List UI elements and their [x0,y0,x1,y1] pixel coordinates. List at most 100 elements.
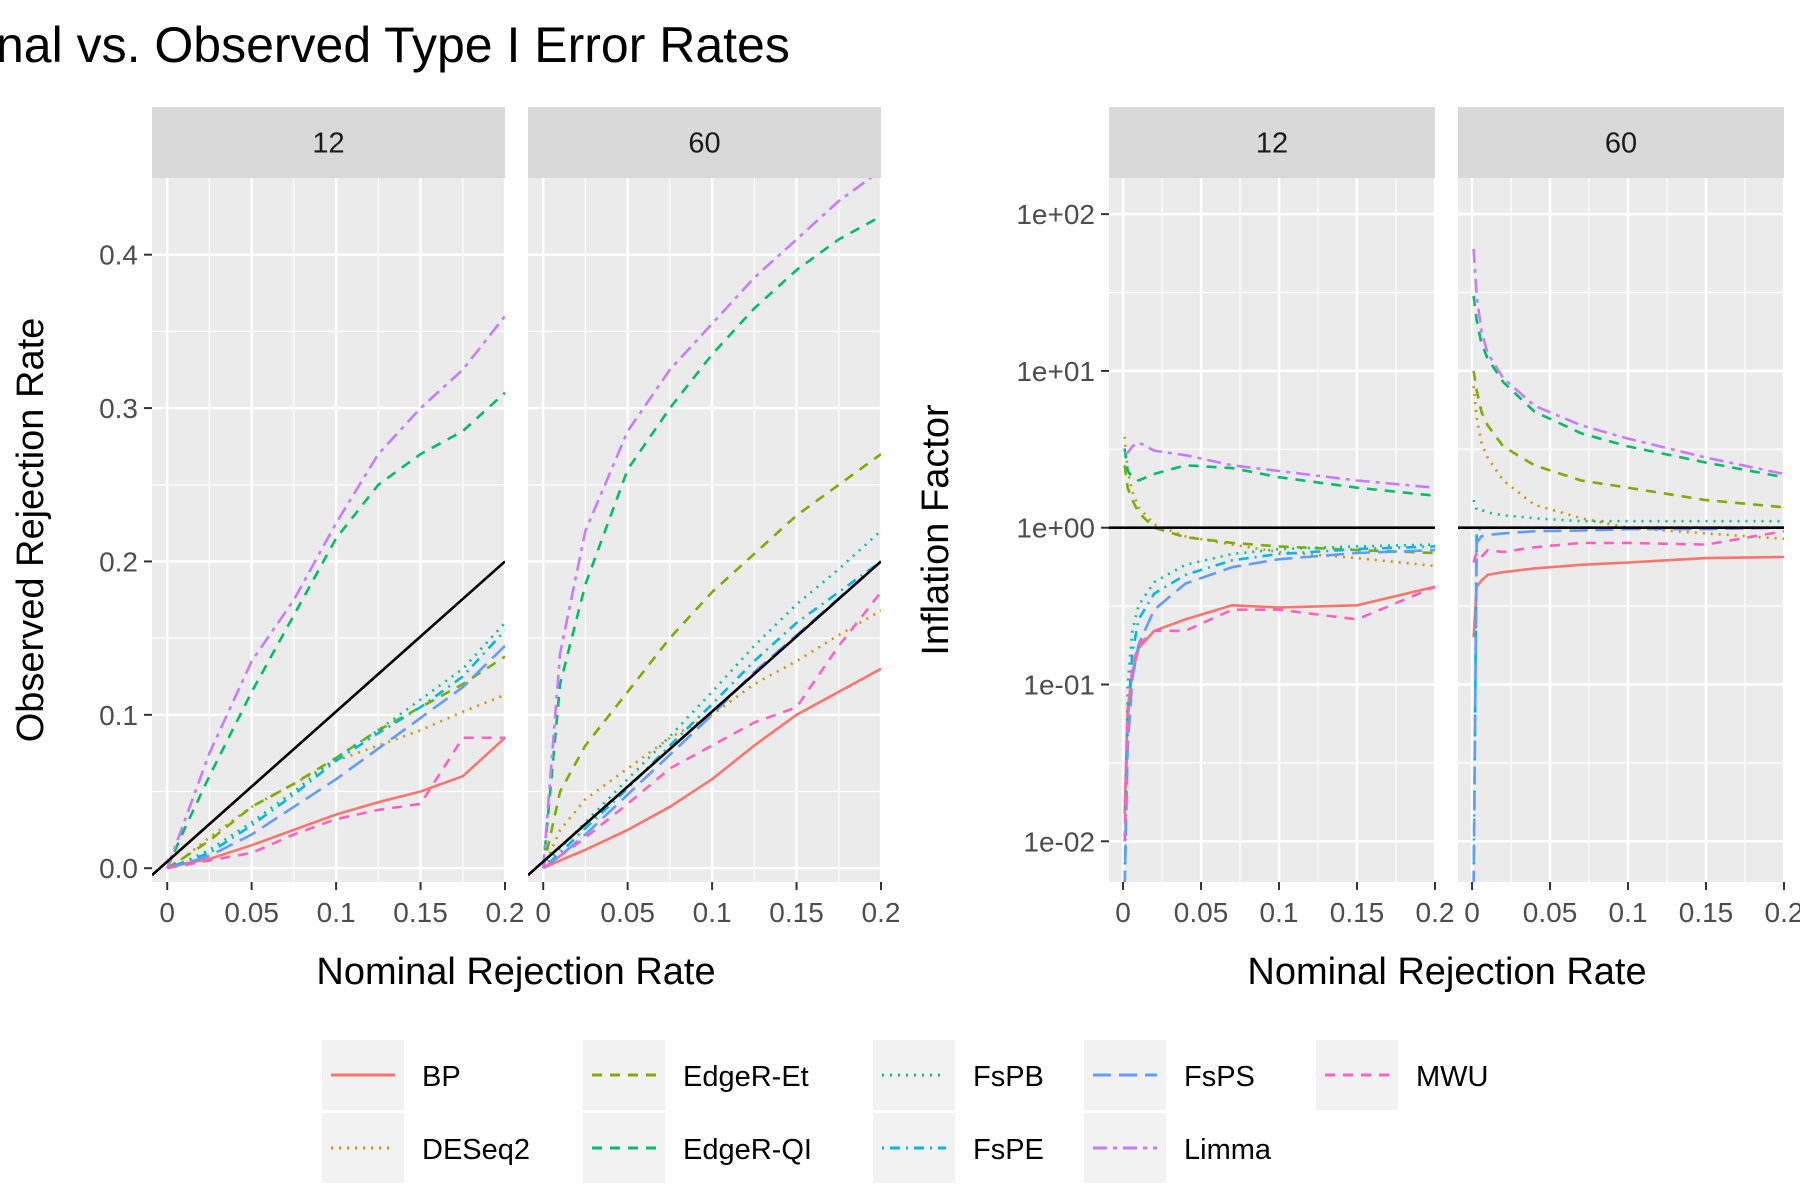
panel-plot-area [1458,178,1784,882]
series-line-mwu [1123,585,1435,842]
facet-strip [528,107,881,178]
series-line-edger-qi [166,391,505,869]
x-tick-label: 0.1 [693,897,732,928]
series-line-edger-qi [541,215,881,869]
x-axis-title: Nominal Rejection Rate [1247,951,1646,993]
y-tick-label: 1e-02 [1023,826,1095,857]
x-tick-label: 0 [535,897,551,928]
y-tick-label: 0.4 [99,240,138,271]
series-line-bp [1472,555,1784,638]
facet-right-12: 12 0 0.05 0.1 0.15 0.2 1e-02 1e-01 1e+00 1e+01 1e+… [1016,107,1454,928]
series-line-edger-et [1472,370,1784,509]
series-line-fspb [166,621,505,870]
facet-strip [152,107,505,178]
facet-strip-label: 12 [312,128,344,160]
panel-plot-area [1109,178,1435,882]
legend-label: EdgeR-QI [683,1134,812,1166]
series-line-fsps [1472,526,1784,882]
y-tick-label: 0.0 [99,853,138,884]
y-axis-title: Observed Rejection Rate [10,318,52,743]
panel-right: 12 0 0.05 0.1 0.15 0.2 1e-02 1e-01 1e+00 1e+01 1e+… [915,107,1800,993]
facet-right-60: 60 0 0.05 0.1 0.15 0.2 [1458,107,1800,928]
legend-item-fspb: FsPB [873,1040,1044,1110]
legend-label: FsPE [973,1134,1044,1166]
series-line-edger-qi [1123,448,1435,497]
legend-item-edger-et: EdgeR-Et [583,1040,809,1110]
reference-line [152,560,505,877]
series-line-fspb [1123,543,1435,882]
legend-item-mwu: MWU [1316,1040,1488,1110]
y-tick-label: 1e+00 [1016,513,1095,544]
series-line-edger-qi [1472,295,1784,479]
series-line-mwu [1472,529,1784,563]
legend-item-bp: BP [322,1040,461,1110]
facet-strip-label: 12 [1256,128,1288,160]
legend-label: FsPS [1184,1061,1255,1093]
facet-strip [1109,107,1435,178]
series-line-edger-et [166,655,505,870]
series-line-fspb [542,529,881,870]
series-line-deseq2 [166,693,505,870]
series-line-limma [1124,441,1435,489]
panel-left: 12 0 0.05 0.1 0.15 0.2 0.0 0.1 0.2 0.3 0.4 60 0 0.05 0… [10,107,900,993]
legend-item-fspe: FsPE [873,1113,1044,1183]
legend-label: BP [422,1061,461,1093]
x-tick-label: 0.2 [1765,897,1800,928]
legend-label: EdgeR-Et [683,1061,809,1093]
x-tick-label: 0.15 [769,897,824,928]
panel-plot-area [528,178,881,882]
x-tick-label: 0.05 [1523,897,1578,928]
y-tick-label: 1e+01 [1016,356,1095,387]
x-tick-label: 0.05 [1174,897,1229,928]
plot-title: nal vs. Observed Type I Error Rates [0,17,790,73]
series-line-edger-et [541,453,881,869]
reference-line [528,560,881,877]
legend-label: FsPB [973,1061,1044,1093]
series-line-limma [1472,248,1784,476]
legend: BP DESeq2 EdgeR-Et EdgeR-QI FsPB FsPE FsPS Limm… [322,1040,1488,1183]
series-line-deseq2 [1472,385,1784,541]
panel-background [528,178,881,882]
panel-background [1458,178,1784,882]
legend-label: MWU [1416,1061,1488,1093]
series-line-fsps [166,644,505,870]
x-tick-label: 0.1 [1260,897,1299,928]
x-tick-label: 0.2 [486,897,525,928]
y-tick-label: 0.2 [99,546,138,577]
facet-strip-label: 60 [688,128,720,160]
legend-item-fsps: FsPS [1084,1040,1255,1110]
x-tick-label: 0.05 [224,897,279,928]
x-tick-label: 0.2 [1416,897,1455,928]
y-tick-label: 0.1 [99,700,138,731]
legend-item-limma: Limma [1084,1113,1272,1183]
x-tick-label: 0.1 [1609,897,1648,928]
x-axis-title: Nominal Rejection Rate [316,951,715,993]
x-tick-label: 0.15 [1330,897,1385,928]
x-tick-label: 0.05 [600,897,655,928]
panel-plot-area [152,178,505,882]
x-tick-label: 0.1 [317,897,356,928]
facet-left-12: 12 0 0.05 0.1 0.15 0.2 0.0 0.1 0.2 0.3 0.4 [99,107,524,928]
series-line-bp [166,736,505,870]
series-line-bp [542,667,881,870]
series-line-limma [165,315,505,869]
x-tick-label: 0.15 [1679,897,1734,928]
legend-label: DESeq2 [422,1134,530,1166]
series-line-fsps [1123,548,1435,882]
legend-item-deseq2: DESeq2 [322,1113,530,1183]
legend-item-edger-qi: EdgeR-QI [583,1113,812,1183]
x-tick-label: 0.15 [393,897,448,928]
y-tick-label: 1e-01 [1023,670,1095,701]
legend-label: Limma [1184,1134,1272,1166]
series-line-fspe [166,629,505,870]
series-line-fspe [542,560,881,870]
facet-strip-label: 60 [1605,128,1637,160]
series-line-deseq2 [1123,436,1435,568]
series-line-fspe [1123,545,1435,882]
series-line-mwu [542,591,881,870]
y-tick-label: 0.3 [99,393,138,424]
y-axis-title: Inflation Factor [915,404,957,656]
x-tick-label: 0 [159,897,175,928]
panel-background [152,178,505,882]
